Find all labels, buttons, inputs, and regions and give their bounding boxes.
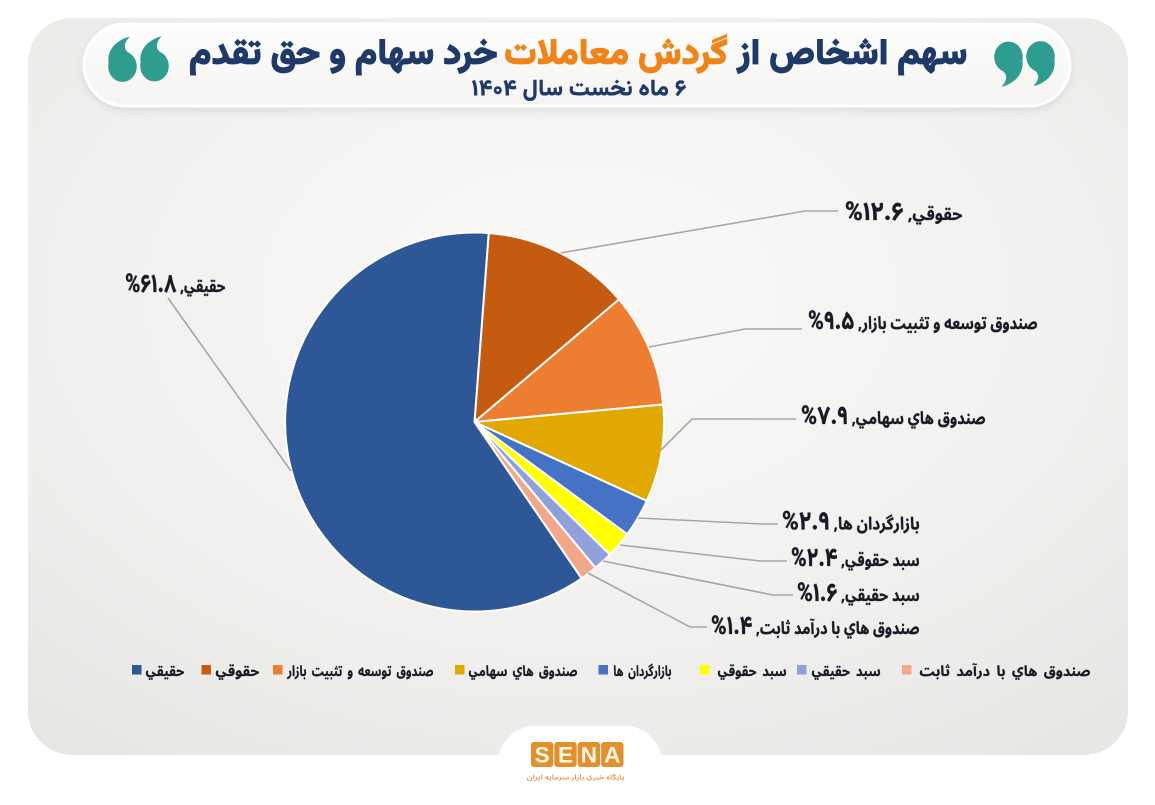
svg-text:N: N: [581, 743, 597, 768]
svg-text:E: E: [558, 743, 573, 768]
svg-text:A: A: [604, 743, 620, 768]
svg-text:S: S: [535, 743, 550, 768]
